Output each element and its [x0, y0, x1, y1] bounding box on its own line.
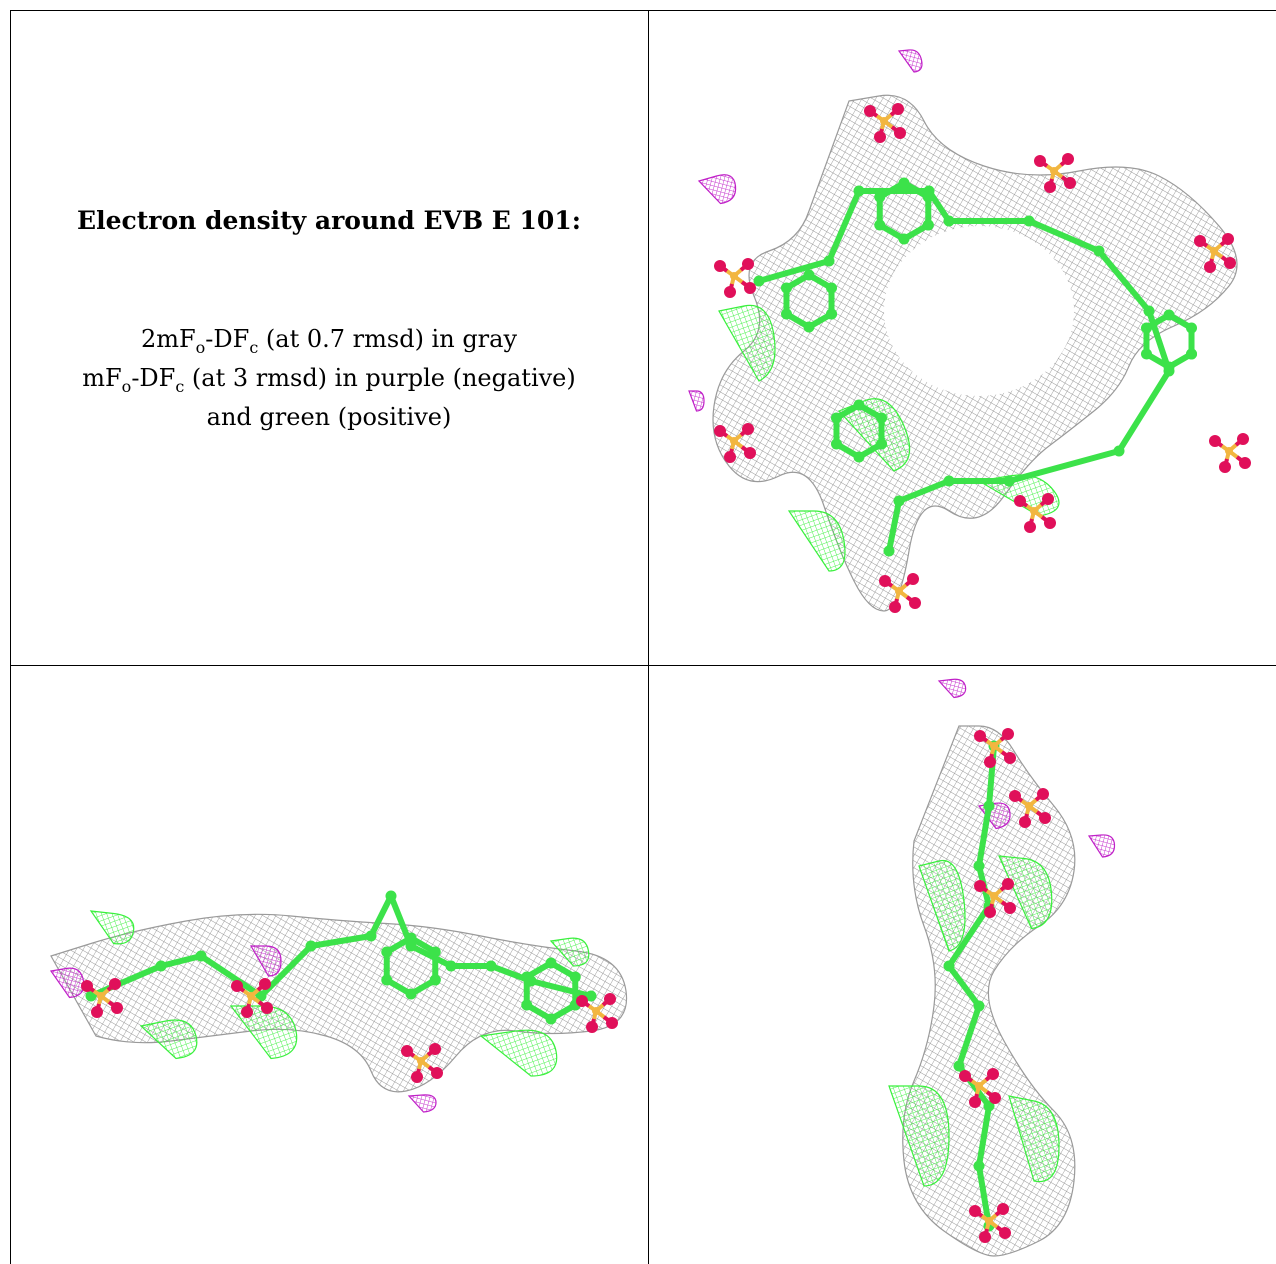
positive-blob-1 — [918, 859, 966, 952]
negative-blob-1 — [897, 49, 923, 73]
aromatic-ring-d — [1140, 309, 1198, 373]
negative-blob-1 — [49, 967, 85, 999]
caption-cell: Electron density around EVB E 101: 2mFo-… — [10, 10, 648, 665]
positive-blob-3 — [888, 1085, 950, 1187]
sulfonate-1 — [864, 103, 906, 143]
sulfonate-7 — [1014, 493, 1056, 533]
sulfonate-1 — [81, 978, 123, 1018]
sulfonate-1 — [974, 728, 1016, 768]
ring-cavity — [884, 226, 1074, 396]
positive-blob-4 — [89, 910, 135, 945]
density-view-side — [49, 890, 628, 1113]
aromatic-ring-b — [780, 269, 838, 333]
positive-blob-2 — [998, 855, 1053, 930]
horizontal-divider — [10, 665, 1276, 666]
aromatic-ring-c — [830, 399, 888, 463]
sulfonate-3 — [714, 258, 756, 298]
sulfonate-5 — [714, 423, 756, 463]
density-view-ring — [688, 49, 1251, 613]
negative-blob-2 — [697, 174, 737, 205]
negative-blob-3 — [688, 390, 705, 412]
aromatic-ring-side — [521, 957, 581, 1025]
figure-grid: Electron density around EVB E 101: 2mFo-… — [10, 10, 1276, 1264]
negative-blob-3 — [1087, 834, 1116, 858]
legend-line-difference: mFo-DFc (at 3 rmsd) in purple (negative) — [82, 363, 576, 396]
sulfonate-2 — [1009, 788, 1051, 828]
negative-blob-2 — [249, 945, 282, 977]
positive-blob-5 — [549, 937, 590, 967]
figure-title: Electron density around EVB E 101: — [77, 206, 581, 235]
vertical-divider-middle — [648, 10, 649, 1264]
negative-blob-3 — [407, 1094, 437, 1113]
panel-bottom-left — [11, 666, 648, 1264]
sulfonate-8 — [879, 573, 921, 613]
ligand-backbone-top — [753, 185, 1175, 557]
positive-blob-1 — [139, 1019, 198, 1060]
positive-blob-3 — [479, 1029, 558, 1077]
aromatic-ring-side-2 — [381, 932, 441, 1000]
positive-blob-1 — [718, 304, 776, 382]
aromatic-ring-a — [874, 177, 934, 245]
sulfonate-5 — [969, 1203, 1011, 1243]
sulfonate-6 — [1209, 433, 1251, 473]
sulfonate-4 — [959, 1068, 1001, 1108]
positive-blob-4 — [1008, 1095, 1060, 1183]
positive-blob-2 — [229, 1005, 298, 1060]
panel-bottom-right — [649, 666, 1276, 1264]
top-border — [10, 10, 1276, 11]
sulfonate-3 — [974, 878, 1016, 918]
density-view-edge — [888, 678, 1116, 1257]
vertical-divider — [10, 10, 11, 1264]
panel-top-right — [649, 11, 1276, 665]
sulfonate-4 — [1194, 233, 1236, 273]
positive-blob-2 — [837, 398, 911, 472]
ligand-backbone-edge — [943, 740, 1000, 1232]
legend-line-gray: 2mFo-DFc (at 0.7 rmsd) in gray — [140, 325, 518, 357]
sulfonate-4 — [576, 993, 618, 1033]
positive-blob-3 — [787, 510, 846, 572]
legend-line-positive: and green (positive) — [206, 402, 452, 431]
map-legend: 2mFo-DFc (at 0.7 rmsd) in gray mFo-DFc (… — [10, 324, 648, 433]
sulfonate-3 — [401, 1043, 443, 1083]
sulfonate-2 — [231, 978, 273, 1018]
sulfonate-2 — [1034, 153, 1076, 193]
negative-blob-1 — [937, 678, 967, 699]
